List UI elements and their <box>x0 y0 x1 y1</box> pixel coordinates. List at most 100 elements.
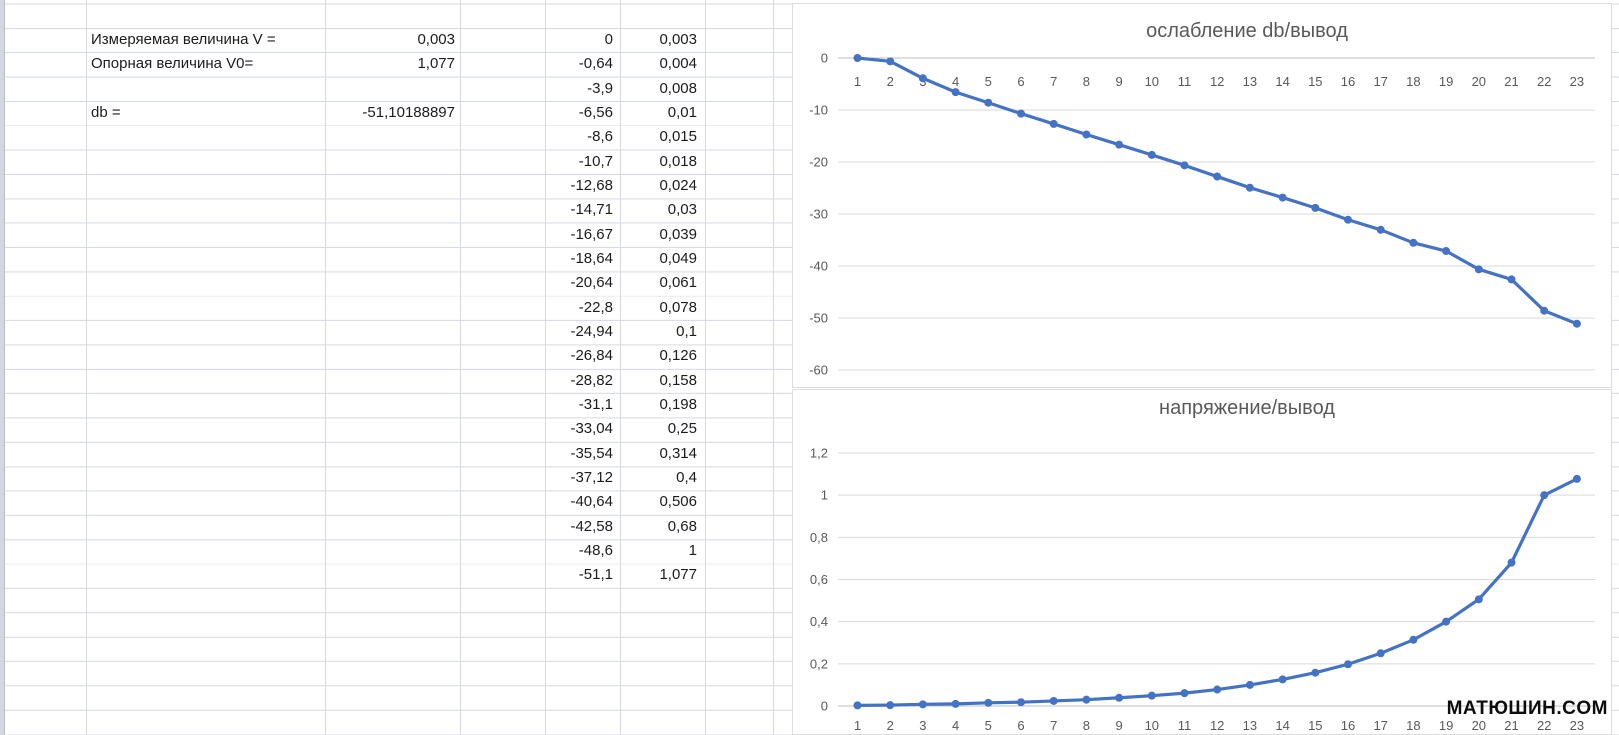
db-data-cell[interactable]: -3,9 <box>587 79 613 97</box>
db-data-cell[interactable]: -14,71 <box>570 201 613 219</box>
voltage-data-cell[interactable]: 0,126 <box>659 347 697 365</box>
data-point-marker[interactable] <box>1049 119 1058 128</box>
voltage-data-cell[interactable]: 0,1 <box>676 323 697 341</box>
series-line[interactable] <box>855 477 1579 707</box>
data-point-marker[interactable] <box>1442 617 1451 626</box>
db-value-cell[interactable]: -51,10188897 <box>362 103 455 121</box>
data-point-marker[interactable] <box>1180 161 1189 170</box>
data-point-marker[interactable] <box>853 54 862 62</box>
data-point-marker[interactable] <box>984 698 993 707</box>
db-data-cell[interactable]: -18,64 <box>570 249 613 267</box>
voltage-data-cell[interactable]: 0,024 <box>659 176 697 194</box>
series-line[interactable] <box>855 56 1579 326</box>
measured-value-label-cell[interactable]: Измеряемая величина V = <box>91 30 276 48</box>
db-data-cell[interactable]: -8,6 <box>587 128 613 146</box>
voltage-data-cell[interactable]: 0,008 <box>659 79 697 97</box>
voltage-data-cell[interactable]: 0,158 <box>659 371 697 389</box>
data-point-marker[interactable] <box>1278 675 1287 684</box>
data-point-marker[interactable] <box>1245 680 1254 689</box>
reference-value-cell[interactable]: 1,077 <box>417 55 455 73</box>
data-point-marker[interactable] <box>918 700 927 709</box>
voltage-data-cell[interactable]: 0,061 <box>659 274 697 292</box>
data-point-marker[interactable] <box>951 699 960 708</box>
data-point-marker[interactable] <box>853 701 862 710</box>
data-point-marker[interactable] <box>1278 193 1287 202</box>
voltage-data-cell[interactable]: 0,25 <box>667 420 697 438</box>
data-point-marker[interactable] <box>1017 109 1025 118</box>
db-data-cell[interactable]: -33,04 <box>570 420 613 438</box>
voltage-data-cell[interactable]: 0,198 <box>659 396 697 414</box>
data-point-marker[interactable] <box>1572 319 1581 328</box>
voltage-data-cell[interactable]: 0,039 <box>659 225 697 243</box>
data-point-marker[interactable] <box>886 57 895 66</box>
voltage-data-cell[interactable]: 0,049 <box>659 249 697 267</box>
db-data-cell[interactable]: -40,64 <box>570 493 613 511</box>
db-data-cell[interactable]: -48,6 <box>578 542 613 560</box>
data-point-marker[interactable] <box>1474 595 1483 604</box>
data-point-marker[interactable] <box>1540 491 1549 500</box>
data-point-marker[interactable] <box>1147 150 1156 159</box>
data-point-marker[interactable] <box>1409 238 1418 247</box>
voltage-data-cell[interactable]: 0,078 <box>659 298 697 316</box>
chart-title[interactable]: ослабление db/вывод <box>1146 20 1348 42</box>
attenuation-chart[interactable]: 0-10-20-30-40-50-60123456789101112131415… <box>792 3 1612 388</box>
voltage-data-cell[interactable]: 1 <box>688 542 697 560</box>
measured-value-cell[interactable]: 0,003 <box>417 30 455 48</box>
data-point-marker[interactable] <box>1115 140 1124 149</box>
db-data-cell[interactable]: -35,54 <box>570 444 613 462</box>
data-point-marker[interactable] <box>1115 693 1124 702</box>
db-data-cell[interactable]: -28,82 <box>570 371 613 389</box>
db-data-cell[interactable]: 0 <box>604 30 613 48</box>
data-point-marker[interactable] <box>1311 203 1320 212</box>
voltage-data-cell[interactable]: 0,018 <box>659 152 697 170</box>
data-point-marker[interactable] <box>1017 698 1025 707</box>
db-data-cell[interactable]: -22,8 <box>578 298 613 316</box>
data-point-marker[interactable] <box>984 98 993 107</box>
highlighted-cell[interactable] <box>0 448 12 472</box>
data-point-marker[interactable] <box>1213 685 1222 694</box>
data-point-marker[interactable] <box>1311 668 1320 677</box>
voltage-data-cell[interactable]: 0,506 <box>659 493 697 511</box>
voltage-data-cell[interactable]: 0,003 <box>659 30 697 48</box>
data-point-marker[interactable] <box>1507 275 1516 284</box>
db-data-cell[interactable]: -12,68 <box>570 176 613 194</box>
data-point-marker[interactable] <box>1082 695 1091 704</box>
data-point-marker[interactable] <box>1344 215 1352 224</box>
data-point-marker[interactable] <box>918 74 927 83</box>
voltage-data-cell[interactable]: 0,03 <box>667 201 697 219</box>
data-point-marker[interactable] <box>1213 172 1222 181</box>
voltage-data-cell[interactable]: 0,004 <box>659 55 697 73</box>
db-data-cell[interactable]: -37,12 <box>570 469 613 487</box>
voltage-chart[interactable]: 0 0,2 0,4 0,6 0,8 1 1,2 1 2 3 4 5 6 7 8 9 10 11 12 13 14 15 16… <box>792 389 1612 735</box>
voltage-data-cell[interactable]: 0,68 <box>667 517 697 535</box>
db-data-cell[interactable]: -6,56 <box>578 103 613 121</box>
voltage-data-cell[interactable]: 0,01 <box>667 103 697 121</box>
chart-title[interactable]: напряжение/вывод <box>1159 397 1335 419</box>
data-point-marker[interactable] <box>1507 558 1516 567</box>
reference-value-label-cell[interactable]: Опорная величина V0= <box>91 55 254 73</box>
data-point-marker[interactable] <box>1082 130 1091 139</box>
db-data-cell[interactable]: -42,58 <box>570 517 613 535</box>
db-label-cell[interactable]: db = <box>91 103 121 121</box>
data-point-marker[interactable] <box>886 701 895 710</box>
db-data-cell[interactable]: -51,1 <box>578 566 613 584</box>
data-point-marker[interactable] <box>1540 306 1549 315</box>
db-data-cell[interactable]: -20,64 <box>570 274 613 292</box>
data-point-marker[interactable] <box>1049 696 1058 705</box>
data-point-marker[interactable] <box>1147 691 1156 700</box>
db-data-cell[interactable]: -24,94 <box>570 323 613 341</box>
db-data-cell[interactable]: -26,84 <box>570 347 613 365</box>
db-data-cell[interactable]: -31,1 <box>578 396 613 414</box>
data-point-marker[interactable] <box>1376 225 1385 234</box>
data-point-marker[interactable] <box>1245 183 1254 192</box>
data-point-marker[interactable] <box>1409 635 1418 644</box>
data-point-marker[interactable] <box>1474 265 1483 274</box>
data-point-marker[interactable] <box>1344 660 1352 669</box>
data-point-marker[interactable] <box>1376 649 1385 658</box>
db-data-cell[interactable]: -10,7 <box>578 152 613 170</box>
db-data-cell[interactable]: -16,67 <box>570 225 613 243</box>
voltage-data-cell[interactable]: 0,314 <box>659 444 697 462</box>
voltage-data-cell[interactable]: 0,4 <box>676 469 697 487</box>
voltage-data-cell[interactable]: 0,015 <box>659 128 697 146</box>
db-data-cell[interactable]: -0,64 <box>578 55 613 73</box>
